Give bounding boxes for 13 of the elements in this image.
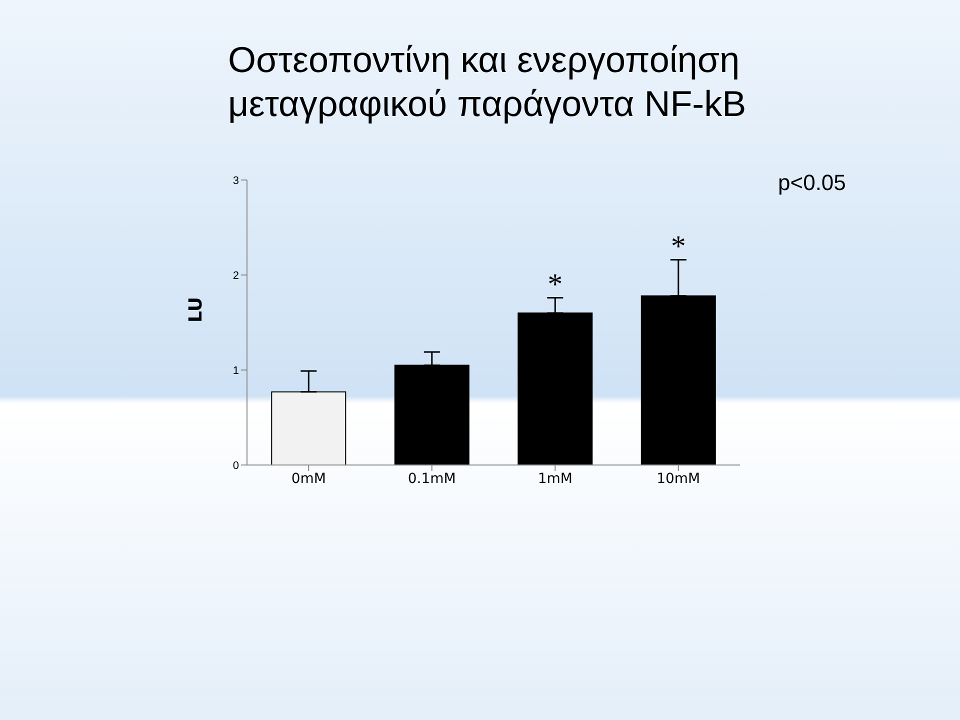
x-tick-label: 1mM (538, 470, 572, 487)
y-tick-label: 2 (232, 270, 239, 282)
chart-title: Οστεοποντίνη και ενεργοποίηση μεταγραφικού παράγοντα NF-kB (228, 38, 748, 126)
x-tick-label: 10mM (656, 470, 700, 487)
annotation: * (670, 230, 686, 263)
text: p<0.05 (778, 170, 846, 196)
y-axis-title: LU (185, 297, 206, 322)
y-tick-label: 1 (232, 364, 239, 377)
x-tick-label: 0mM (291, 470, 326, 487)
x-tick-label: 0.1mM (408, 470, 456, 487)
y-tick-label: 0 (232, 460, 239, 472)
y-tick-label: 3 (232, 174, 239, 187)
annotation: * (548, 268, 563, 301)
